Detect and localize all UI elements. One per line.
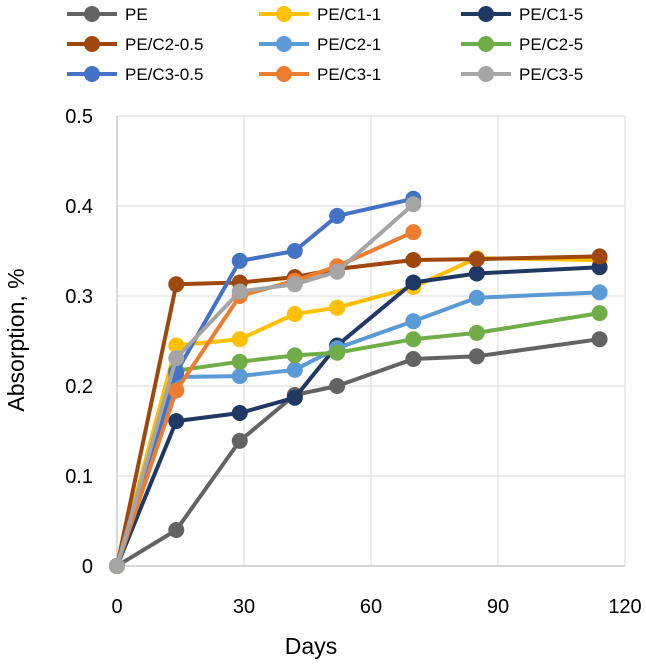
legend-item: PE/C3-5 (461, 65, 583, 84)
legend-item: PE/C1-1 (259, 5, 381, 24)
data-point (591, 284, 608, 301)
data-point (405, 274, 422, 291)
series-line (115, 202, 415, 567)
data-point (231, 252, 248, 269)
legend-label: PE/C1-5 (519, 5, 583, 24)
legend-marker (84, 66, 100, 82)
legend-label: PE/C3-5 (519, 65, 583, 84)
legend-marker (276, 66, 292, 82)
data-point (168, 276, 185, 293)
y-axis-title: Absorption, % (3, 268, 29, 411)
legend-label: PE/C3-0.5 (125, 65, 203, 84)
legend-label: PE/C2-5 (519, 35, 583, 54)
data-point (168, 337, 185, 354)
data-point (286, 389, 303, 406)
series-line (115, 196, 414, 567)
legend-marker (276, 6, 292, 22)
legend-item: PE/C2-0.5 (67, 35, 203, 54)
data-point (329, 263, 346, 280)
series-line (115, 256, 600, 567)
data-point (168, 382, 185, 399)
legend-item: PE/C3-0.5 (67, 65, 203, 84)
data-point (231, 368, 248, 385)
x-tick-label: 0 (111, 596, 122, 618)
series-pe-c3-1 (109, 224, 422, 574)
data-point (329, 344, 346, 361)
data-point (286, 306, 303, 322)
legend-item: PE/C2-5 (461, 35, 583, 54)
data-point (468, 348, 485, 365)
data-point (468, 251, 485, 268)
legend-item: PE/C1-5 (461, 5, 583, 24)
x-tick-label: 90 (487, 596, 509, 618)
data-point (329, 299, 346, 316)
plot-gridlines (117, 115, 626, 566)
plot-axes (116, 116, 625, 567)
legend-item: PE/C2-1 (259, 35, 381, 54)
data-point (591, 305, 608, 322)
legend-marker (276, 36, 292, 52)
y-tick-label: 0 (82, 556, 93, 578)
legend-label: PE/C1-1 (317, 5, 381, 24)
legend-marker (478, 36, 494, 52)
data-point (329, 207, 346, 224)
series-pe-c3-5 (109, 196, 422, 574)
data-point (405, 252, 422, 268)
data-point (286, 243, 303, 259)
data-point (405, 351, 422, 367)
chart-legend: PE PE/C1-1 PE/C1-5 PE/C2-0.5 PE/C2-1 PE/C2-5 P… (67, 5, 583, 84)
data-point (168, 522, 185, 538)
legend-label: PE/C2-0.5 (125, 35, 203, 54)
x-axis-title: Days (285, 633, 337, 659)
legend-marker (478, 6, 494, 22)
data-point (286, 276, 303, 293)
y-tick-label: 0.3 (65, 286, 93, 308)
data-point (468, 324, 485, 341)
y-tick-label: 0.5 (65, 106, 93, 128)
series-pe-c1-1 (109, 250, 608, 574)
legend-label: PE/C3-1 (317, 65, 381, 84)
legend-label: PE/C2-1 (317, 35, 381, 54)
x-tick-label: 30 (233, 596, 255, 618)
data-point (329, 378, 346, 394)
data-point (405, 196, 422, 213)
data-point (231, 331, 248, 348)
legend-marker (84, 6, 100, 22)
data-point (405, 313, 422, 330)
legend-item: PE (67, 5, 148, 24)
series-line (115, 265, 600, 567)
data-point (231, 353, 248, 370)
data-point (468, 265, 485, 282)
data-point (168, 413, 185, 430)
y-tick-label: 0.2 (65, 376, 93, 398)
data-point (168, 350, 185, 367)
y-tick-label: 0.4 (65, 196, 93, 218)
data-point (405, 224, 422, 241)
series-pe-c1-5 (109, 259, 608, 574)
series-line (115, 290, 600, 567)
data-point (231, 283, 248, 300)
series-line (115, 311, 600, 567)
legend-item: PE/C3-1 (259, 65, 381, 84)
data-point (591, 248, 608, 265)
data-point (405, 331, 422, 348)
data-point (286, 347, 303, 364)
series-pe-c2-5 (109, 305, 608, 574)
data-point (591, 331, 608, 348)
series-line (115, 337, 600, 568)
legend-marker (84, 36, 100, 52)
plot-series (109, 190, 608, 574)
data-point (231, 432, 248, 449)
data-point (109, 558, 125, 574)
data-point (286, 361, 303, 378)
y-tick-label: 0.1 (65, 466, 93, 488)
data-point (468, 289, 485, 306)
x-tick-label: 120 (608, 596, 641, 618)
data-point (231, 405, 248, 421)
x-tick-label: 60 (360, 596, 382, 618)
legend-label: PE (125, 5, 148, 24)
legend-marker (478, 66, 494, 82)
tick-labels: 0 0.1 0.2 0.3 0.4 0.5 0 30 60 90 120 (65, 106, 642, 618)
